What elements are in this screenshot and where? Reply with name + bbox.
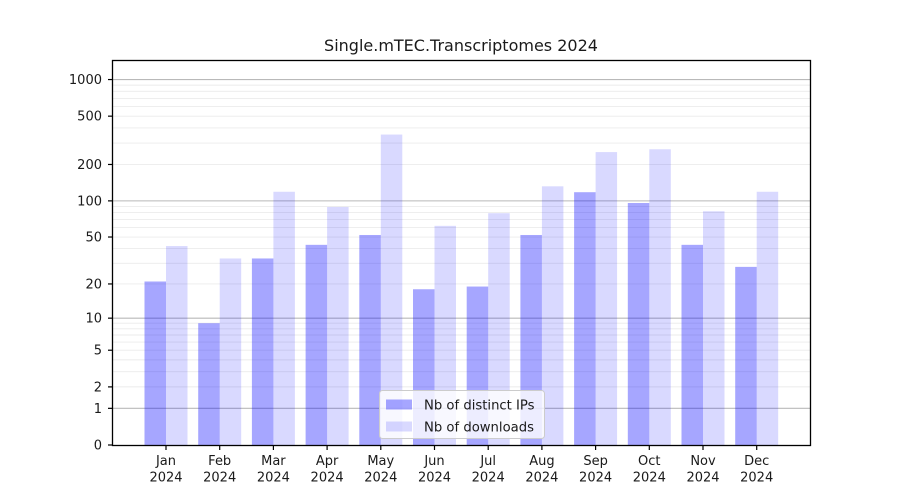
x-tick-label-year: 2024	[472, 471, 505, 486]
x-tick-label-year: 2024	[203, 471, 236, 486]
x-tick-label-month: May	[367, 454, 394, 469]
bar-nb-of-distinct-ips-jan	[144, 281, 166, 446]
y-tick-label: 1000	[69, 73, 102, 88]
bar-nb-of-downloads-mar	[273, 191, 295, 446]
y-tick-label: 1	[94, 402, 102, 417]
x-tick-label-year: 2024	[525, 471, 558, 486]
y-tick-label: 5	[94, 344, 102, 359]
x-tick-label-year: 2024	[364, 471, 397, 486]
y-tick-label: 2	[94, 380, 102, 395]
bar-nb-of-downloads-nov	[703, 211, 725, 446]
bars	[144, 134, 779, 446]
x-tick-label-month: Jan	[155, 454, 176, 469]
bar-nb-of-distinct-ips-may	[359, 234, 381, 446]
bar-nb-of-distinct-ips-sep	[574, 192, 596, 446]
bar-nb-of-distinct-ips-apr	[305, 244, 328, 446]
bar-nb-of-downloads-feb	[219, 258, 242, 446]
bar-nb-of-distinct-ips-oct	[627, 203, 650, 446]
bar-nb-of-distinct-ips-nov	[681, 244, 703, 446]
bar-nb-of-downloads-aug	[541, 186, 564, 446]
x-tick-label-month: Mar	[261, 454, 286, 469]
bar-nb-of-distinct-ips-mar	[251, 258, 274, 446]
x-tick-label-year: 2024	[149, 471, 182, 486]
bar-nb-of-distinct-ips-dec	[735, 266, 757, 446]
bar-nb-of-downloads-oct	[649, 149, 671, 446]
bar-nb-of-downloads-apr	[327, 206, 349, 446]
y-tick-label: 0	[94, 439, 102, 454]
y-tick-label: 500	[77, 110, 102, 125]
x-tick-label-year: 2024	[740, 471, 773, 486]
x-tick-label-year: 2024	[311, 471, 344, 486]
y-tick-label: 10	[85, 312, 102, 327]
bar-nb-of-downloads-jul	[488, 213, 510, 446]
x-tick-label-month: Sep	[583, 454, 608, 469]
axis-ticks	[108, 78, 758, 450]
x-tick-label-year: 2024	[418, 471, 451, 486]
bar-nb-of-downloads-sep	[595, 152, 618, 446]
x-tick-label-month: Jul	[479, 454, 496, 469]
bar-nb-of-distinct-ips-feb	[198, 323, 220, 446]
x-tick-label-month: Oct	[638, 454, 660, 469]
x-tick-labels: Jan 2024 Feb 2024 Mar 2024 Apr 2024 May 2024 Jun 20…	[149, 454, 773, 486]
bar-nb-of-downloads-dec	[756, 191, 779, 446]
bar-nb-of-downloads-may	[380, 134, 403, 446]
chart-title: Single.mTEC.Transcriptomes 2024	[324, 36, 598, 55]
x-tick-label-month: Jun	[423, 454, 444, 469]
x-tick-label-month: Apr	[316, 454, 339, 469]
y-tick-labels: 0 1 2 5 10 20 50 100 200 500 1000	[69, 73, 102, 453]
x-tick-label-year: 2024	[686, 471, 719, 486]
x-tick-label-month: Aug	[529, 454, 554, 469]
y-tick-label: 20	[85, 277, 102, 292]
x-tick-label-month: Feb	[208, 454, 231, 469]
legend-box	[379, 390, 545, 439]
x-tick-label-month: Dec	[744, 454, 769, 469]
x-tick-label-month: Nov	[690, 454, 716, 469]
y-tick-label: 200	[77, 158, 102, 173]
plot-border	[111, 59, 812, 447]
legend-swatch-distinct-ips	[386, 399, 412, 410]
legend-label-downloads: Nb of downloads	[424, 421, 534, 436]
y-tick-label: 100	[77, 194, 102, 209]
legend-swatch-downloads	[386, 421, 412, 432]
legend: Nb of distinct IPs Nb of downloads	[379, 390, 545, 439]
x-tick-label-year: 2024	[579, 471, 612, 486]
x-tick-label-year: 2024	[633, 471, 666, 486]
y-tick-label: 50	[85, 231, 102, 246]
x-tick-label-year: 2024	[257, 471, 290, 486]
bar-nb-of-downloads-jan	[166, 246, 188, 446]
legend-label-distinct-ips: Nb of distinct IPs	[424, 399, 535, 414]
